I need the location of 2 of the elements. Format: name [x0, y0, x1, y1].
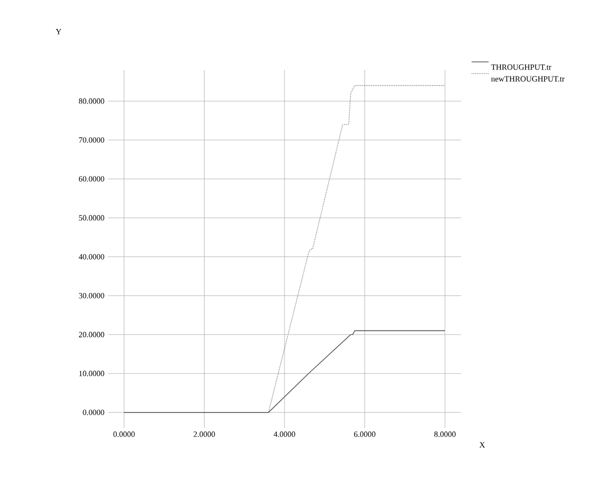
line-series	[124, 330, 446, 413]
line-series	[124, 85, 446, 413]
